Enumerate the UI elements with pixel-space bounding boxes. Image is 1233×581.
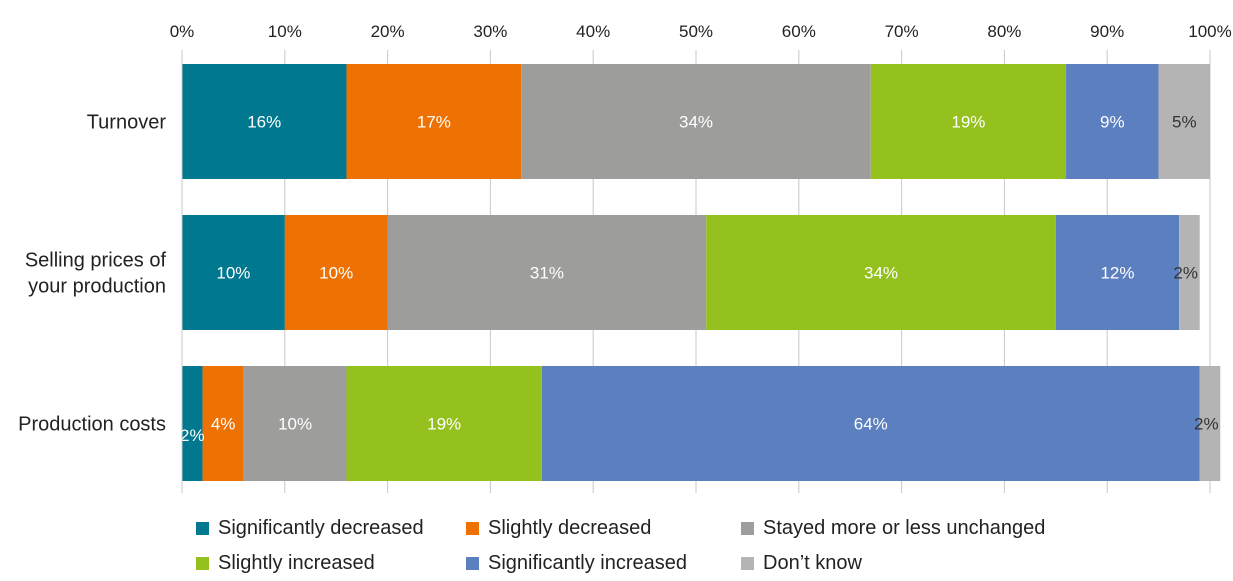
stacked-bar-chart: 0% 10% 20% 30% 40% 50% 60% 70% 80% 90% 100% 16% 17% 3… bbox=[18, 22, 1232, 493]
data-label: 2% bbox=[180, 426, 205, 445]
legend-label: Slightly increased bbox=[218, 552, 375, 574]
data-label: 31% bbox=[530, 264, 564, 283]
data-label: 10% bbox=[278, 415, 312, 434]
data-label: 4% bbox=[211, 415, 236, 434]
data-label: 10% bbox=[216, 264, 250, 283]
bar-segment bbox=[346, 64, 522, 179]
legend-label: Significantly increased bbox=[488, 552, 687, 574]
x-tick-label: 0% bbox=[170, 22, 195, 41]
data-label: 5% bbox=[1172, 113, 1197, 132]
bar-segment bbox=[1066, 64, 1159, 179]
x-tick-label: 90% bbox=[1090, 22, 1124, 41]
x-tick-label: 40% bbox=[576, 22, 610, 41]
bar-segment bbox=[346, 366, 542, 481]
x-tick-label: 70% bbox=[885, 22, 919, 41]
legend-label: Stayed more or less unchanged bbox=[763, 517, 1046, 539]
data-label: 10% bbox=[319, 264, 353, 283]
data-label: 2% bbox=[1173, 264, 1198, 283]
legend-swatch bbox=[466, 557, 479, 570]
category-label: Production costs bbox=[18, 414, 166, 436]
bar-segment bbox=[182, 64, 347, 179]
legend-swatch bbox=[741, 522, 754, 535]
x-tick-label: 100% bbox=[1188, 22, 1231, 41]
bar-segment bbox=[1055, 215, 1180, 330]
legend-swatch bbox=[466, 522, 479, 535]
x-tick-label: 60% bbox=[782, 22, 816, 41]
bar-segment bbox=[1158, 64, 1210, 179]
legend-item: Don’t know bbox=[741, 552, 862, 575]
bar-segment bbox=[706, 215, 1056, 330]
bar-segment bbox=[284, 215, 388, 330]
legend-item: Slightly decreased bbox=[466, 517, 651, 540]
x-tick-label: 20% bbox=[371, 22, 405, 41]
legend-swatch bbox=[196, 522, 209, 535]
category-label: Turnover bbox=[87, 112, 167, 134]
legend-swatch bbox=[741, 557, 754, 570]
legend-label: Don’t know bbox=[763, 552, 862, 574]
legend-item: Significantly decreased bbox=[196, 517, 424, 540]
legend-swatch bbox=[196, 557, 209, 570]
bar-segment bbox=[541, 366, 1200, 481]
legend-item: Significantly increased bbox=[466, 552, 687, 575]
bar-segment bbox=[387, 215, 707, 330]
bar-segment bbox=[182, 215, 285, 330]
legend-item: Slightly increased bbox=[196, 552, 375, 575]
bar-segment bbox=[521, 64, 871, 179]
x-tick-label: 10% bbox=[268, 22, 302, 41]
legend-label: Slightly decreased bbox=[488, 517, 652, 539]
category-label: your production bbox=[28, 276, 166, 298]
data-label: 19% bbox=[427, 415, 461, 434]
category-label: Selling prices of bbox=[25, 250, 167, 272]
bar-segment bbox=[243, 366, 347, 481]
bar-segment bbox=[202, 366, 244, 481]
data-label: 17% bbox=[417, 113, 451, 132]
data-label: 2% bbox=[1194, 415, 1219, 434]
bar-segment bbox=[182, 366, 203, 481]
data-label: 9% bbox=[1100, 113, 1125, 132]
data-label: 64% bbox=[854, 415, 888, 434]
bar-segment bbox=[870, 64, 1067, 179]
legend-label: Significantly decreased bbox=[218, 517, 424, 539]
data-label: 34% bbox=[679, 113, 713, 132]
data-label: 19% bbox=[951, 113, 985, 132]
legend-item: Stayed more or less unchanged bbox=[741, 517, 1045, 540]
bar-segment bbox=[1199, 366, 1221, 481]
x-tick-label: 80% bbox=[987, 22, 1021, 41]
data-label: 34% bbox=[864, 264, 898, 283]
x-tick-label: 30% bbox=[473, 22, 507, 41]
data-label: 12% bbox=[1100, 264, 1134, 283]
bar-segment bbox=[1179, 215, 1200, 330]
data-label: 16% bbox=[247, 113, 281, 132]
x-tick-label: 50% bbox=[679, 22, 713, 41]
